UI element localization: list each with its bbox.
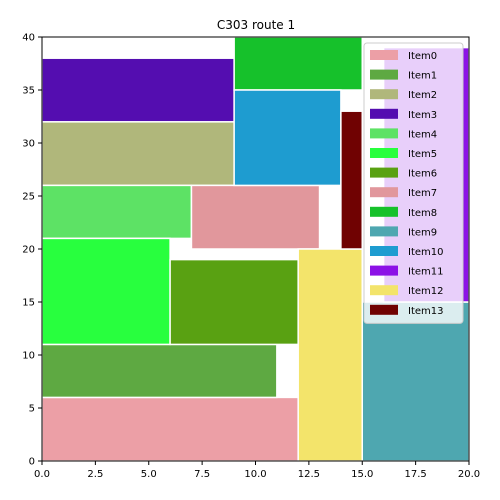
item-rect-9 — [361, 301, 470, 462]
x-tick-label: 10.0 — [244, 469, 266, 480]
x-tick-label: 15.0 — [351, 469, 373, 480]
legend-swatch-0 — [370, 50, 398, 60]
chart-title: C303 route 1 — [217, 18, 295, 32]
y-tick-label: 20 — [22, 245, 35, 256]
legend-label-8: Item8 — [408, 208, 437, 219]
legend-label-2: Item2 — [408, 90, 437, 101]
legend-swatch-8 — [370, 206, 398, 217]
legend-swatch-10 — [370, 246, 398, 256]
legend-label-1: Item1 — [408, 71, 437, 82]
x-tick-label: 2.5 — [87, 469, 103, 480]
item-rect-4 — [41, 184, 193, 240]
y-tick-label: 30 — [22, 139, 35, 150]
legend: Item0 Item1 Item2 Item3 Item4 Item5 Item6 Item7… — [363, 42, 464, 324]
item-rect-7 — [190, 184, 321, 250]
item-rect-6 — [169, 258, 299, 346]
legend-swatch-2 — [370, 89, 398, 100]
legend-swatch-1 — [370, 69, 398, 80]
item-rect-13 — [340, 110, 363, 250]
legend-swatch-7 — [370, 187, 398, 198]
legend-swatch-5 — [370, 148, 398, 158]
x-tick-label: 0.0 — [34, 469, 50, 480]
item-rect-2 — [41, 121, 235, 187]
legend-box — [363, 42, 464, 324]
y-tick-label: 25 — [22, 192, 35, 203]
legend-label-12: Item12 — [408, 286, 444, 297]
item-rect-10 — [233, 89, 342, 187]
x-tick-label: 7.5 — [194, 469, 210, 480]
legend-label-9: Item9 — [408, 227, 437, 238]
legend-swatch-4 — [370, 128, 398, 139]
y-tick-label: 40 — [22, 33, 35, 44]
legend-label-0: Item0 — [408, 51, 437, 62]
legend-label-5: Item5 — [408, 149, 437, 160]
legend-label-7: Item7 — [408, 188, 437, 199]
y-tick-label: 35 — [22, 86, 35, 97]
y-tick-label: 0 — [29, 457, 35, 468]
x-tick-label: 12.5 — [298, 469, 320, 480]
y-tick-label: 5 — [29, 404, 35, 415]
item-rect-3 — [41, 57, 235, 123]
item-rect-0 — [41, 396, 299, 462]
legend-label-13: Item13 — [408, 306, 444, 317]
legend-swatch-3 — [370, 108, 398, 119]
legend-swatch-11 — [370, 265, 398, 276]
legend-label-11: Item11 — [408, 267, 444, 278]
axes: 0.0 2.5 5.0 7.5 10.0 12.5 15.0 17.5 20.0 0 5 10 15 20… — [22, 33, 480, 481]
x-tick-label: 20.0 — [458, 469, 480, 480]
item-rect-1 — [41, 343, 278, 399]
item-rect-5 — [41, 237, 171, 346]
item-rect-12 — [297, 248, 364, 462]
legend-label-4: Item4 — [408, 129, 437, 140]
y-tick-label: 15 — [22, 298, 35, 309]
legend-swatch-13 — [370, 304, 398, 315]
x-tick-label: 5.0 — [141, 469, 157, 480]
legend-label-10: Item10 — [408, 247, 444, 258]
legend-swatch-12 — [370, 285, 398, 296]
x-tick-label: 17.5 — [404, 469, 426, 480]
y-tick-label: 10 — [22, 351, 35, 362]
legend-swatch-9 — [370, 226, 398, 237]
item-rect-8 — [233, 36, 363, 91]
legend-label-3: Item3 — [408, 110, 437, 121]
legend-label-6: Item6 — [408, 169, 437, 180]
legend-swatch-6 — [370, 167, 398, 178]
